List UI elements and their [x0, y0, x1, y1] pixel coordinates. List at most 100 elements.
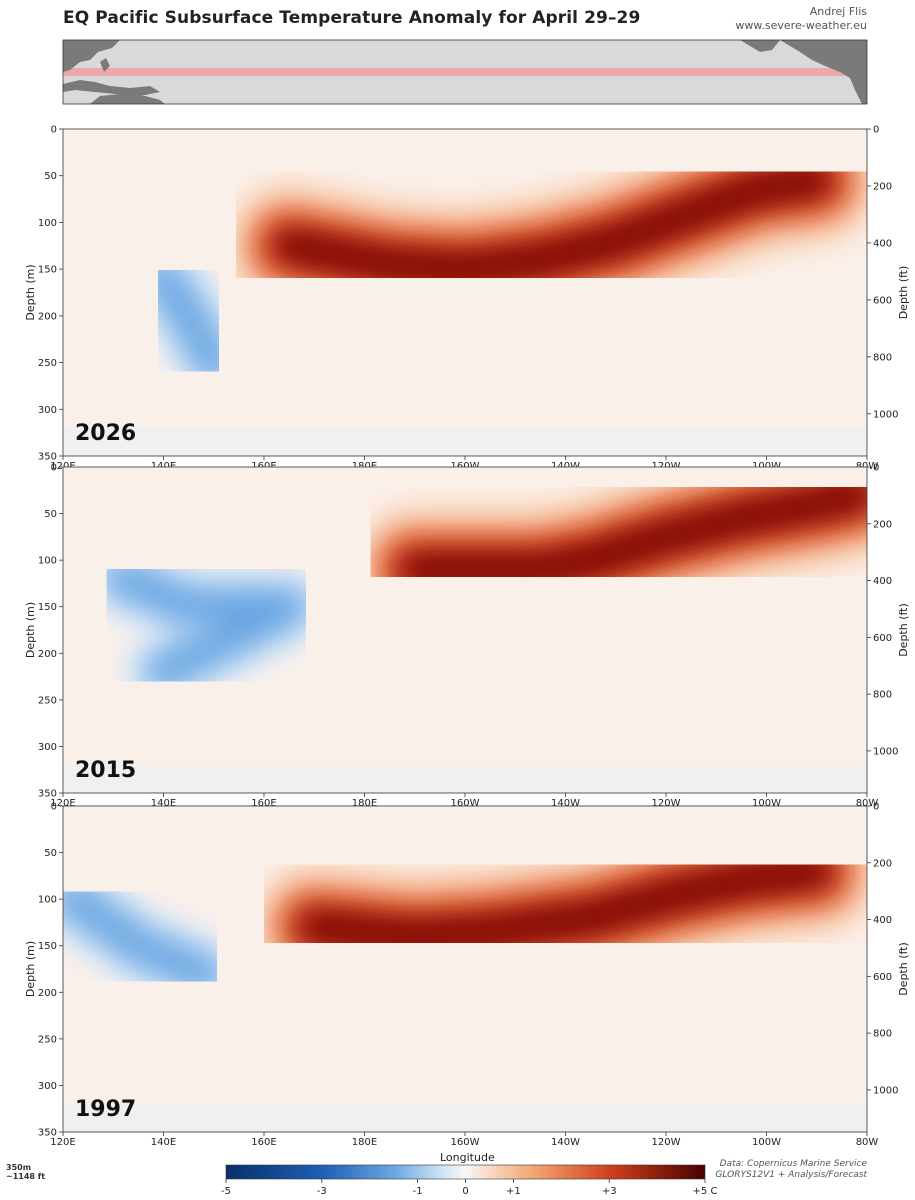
colorbar-tick-label: +5 C: [693, 1186, 718, 1197]
colorbar-tick-label: -3: [317, 1186, 327, 1197]
x-tick-label: 160W: [451, 461, 480, 472]
x-tick-label: 180E: [352, 1137, 377, 1148]
y-tick-label: 0: [51, 463, 57, 474]
map-frame: [62, 39, 868, 105]
heatmap-field: [63, 129, 867, 456]
map-land-americas: [780, 40, 867, 104]
colorbar-bar: [225, 1164, 706, 1180]
y-tick-label: 100: [38, 556, 57, 567]
year-label: 1997: [75, 1097, 136, 1122]
x-tick-label: 160E: [251, 1137, 276, 1148]
y-tick-label: 200: [38, 311, 57, 322]
colorbar-tick-label: +1: [506, 1186, 521, 1197]
colorbar-tick-label: 0: [462, 1186, 468, 1197]
depth-note-ft: ~1148 ft: [6, 1172, 46, 1181]
x-tick-label: 120E: [50, 798, 75, 809]
x-tick-label: 140W: [551, 798, 580, 809]
y2-tick-label: 600: [873, 295, 892, 306]
panel-2015: 2015 0 50 100 150 200 250 300 350 0 200 400 600 800 10…: [24, 463, 910, 810]
x-tick-label: 100W: [752, 798, 781, 809]
depth-note-m: 350m: [6, 1163, 32, 1172]
y-tick-label: 0: [51, 125, 57, 136]
y2-tick-label: 800: [873, 352, 892, 363]
map-land-philippines: [100, 58, 110, 72]
x-tick-label: 160E: [251, 798, 276, 809]
pacific-map: [63, 40, 867, 104]
colorbar: -5 -3 -1 0 +1 +3 +5 C: [221, 1164, 718, 1197]
year-label: 2026: [75, 421, 136, 446]
cold-anomaly-band: [109, 564, 304, 686]
heatmap-field: [63, 467, 867, 793]
x-tick-label: 160E: [251, 461, 276, 472]
x-tick-label: 140E: [151, 1137, 176, 1148]
y2-tick-label: 0: [873, 802, 879, 813]
map-land-australia: [90, 94, 165, 104]
y2-tick-label: 400: [873, 576, 892, 587]
x-tick-label: 160W: [451, 798, 480, 809]
x-tick-label: 180E: [352, 798, 377, 809]
y-tick-label: 250: [38, 358, 57, 369]
site-link[interactable]: www.severe-weather.eu: [735, 19, 867, 32]
x-tick-label: 80W: [856, 461, 879, 472]
heatmap-field: [63, 806, 867, 1132]
x-tick-label: 140E: [151, 461, 176, 472]
data-source-line1: Data: Copernicus Marine Service: [719, 1159, 867, 1169]
cold-anomaly-band: [149, 264, 228, 377]
y2-tick-label: 200: [873, 858, 892, 869]
y-tick-label: 300: [38, 742, 57, 753]
y2-tick-label: 1000: [873, 746, 898, 757]
cold-anomaly-band: [63, 885, 218, 988]
map-land-mexico: [740, 40, 780, 52]
y-tick-label: 250: [38, 1034, 57, 1045]
x-tick-label: 120E: [50, 461, 75, 472]
y2-tick-label: 1000: [873, 409, 898, 420]
y-tick-label: 200: [38, 649, 57, 660]
map-land-indonesia: [63, 80, 160, 96]
x-tick-label: 180E: [352, 461, 377, 472]
data-source: Data: Copernicus Marine Service GLORYS12…: [715, 1159, 867, 1181]
no-data-mask: [63, 1104, 867, 1132]
y-axis-title: Depth (m): [24, 602, 37, 658]
y-tick-label: 100: [38, 895, 57, 906]
x-tick-label: 140W: [551, 1137, 580, 1148]
author-name: Andrej Flis: [809, 5, 867, 18]
y2-axis-title: Depth (ft): [897, 603, 910, 657]
y2-tick-label: 1000: [873, 1085, 898, 1096]
warm-anomaly-band: [402, 482, 867, 582]
y2-tick-label: 600: [873, 972, 892, 983]
x-tick-label: 120E: [50, 1137, 75, 1148]
x-axis-title: Longitude: [440, 1151, 495, 1164]
y2-tick-label: 800: [873, 690, 892, 701]
y2-axis-title: Depth (ft): [897, 266, 910, 320]
page-title: EQ Pacific Subsurface Temperature Anomal…: [63, 8, 641, 28]
y-tick-label: 350: [38, 789, 57, 800]
colorbar-tick-label: -1: [413, 1186, 423, 1197]
y-tick-label: 150: [38, 941, 57, 952]
y-tick-label: 50: [44, 509, 57, 520]
x-tick-label: 160W: [451, 1137, 480, 1148]
x-tick-label: 120W: [652, 798, 681, 809]
colorbar-tick-label: +3: [602, 1186, 617, 1197]
y-tick-label: 250: [38, 695, 57, 706]
y-tick-label: 50: [44, 848, 57, 859]
y-tick-label: 50: [44, 171, 57, 182]
y-tick-label: 300: [38, 405, 57, 416]
y-axis-title: Depth (m): [24, 941, 37, 997]
y2-tick-label: 0: [873, 463, 879, 474]
depth-note: 350m ~1148 ft: [6, 1163, 45, 1181]
warm-anomaly-band: [277, 168, 829, 282]
warm-anomaly-band: [302, 859, 829, 949]
panel-1997: 1997 0 50 100 150 200 250 300 350 0 200 400 600 800 10…: [24, 802, 910, 1149]
x-tick-label: 100W: [752, 1137, 781, 1148]
y-tick-label: 350: [38, 452, 57, 463]
y-tick-label: 150: [38, 265, 57, 276]
x-tick-label: 120W: [652, 461, 681, 472]
map-equator-band: [63, 68, 867, 76]
x-tick-label: 100W: [752, 461, 781, 472]
x-tick-label: 140W: [551, 461, 580, 472]
x-tick-label: 80W: [856, 798, 879, 809]
x-tick-label: 140E: [151, 798, 176, 809]
y2-tick-label: 600: [873, 633, 892, 644]
data-source-line2: GLORYS12V1 + Analysis/Forecast: [715, 1170, 867, 1180]
